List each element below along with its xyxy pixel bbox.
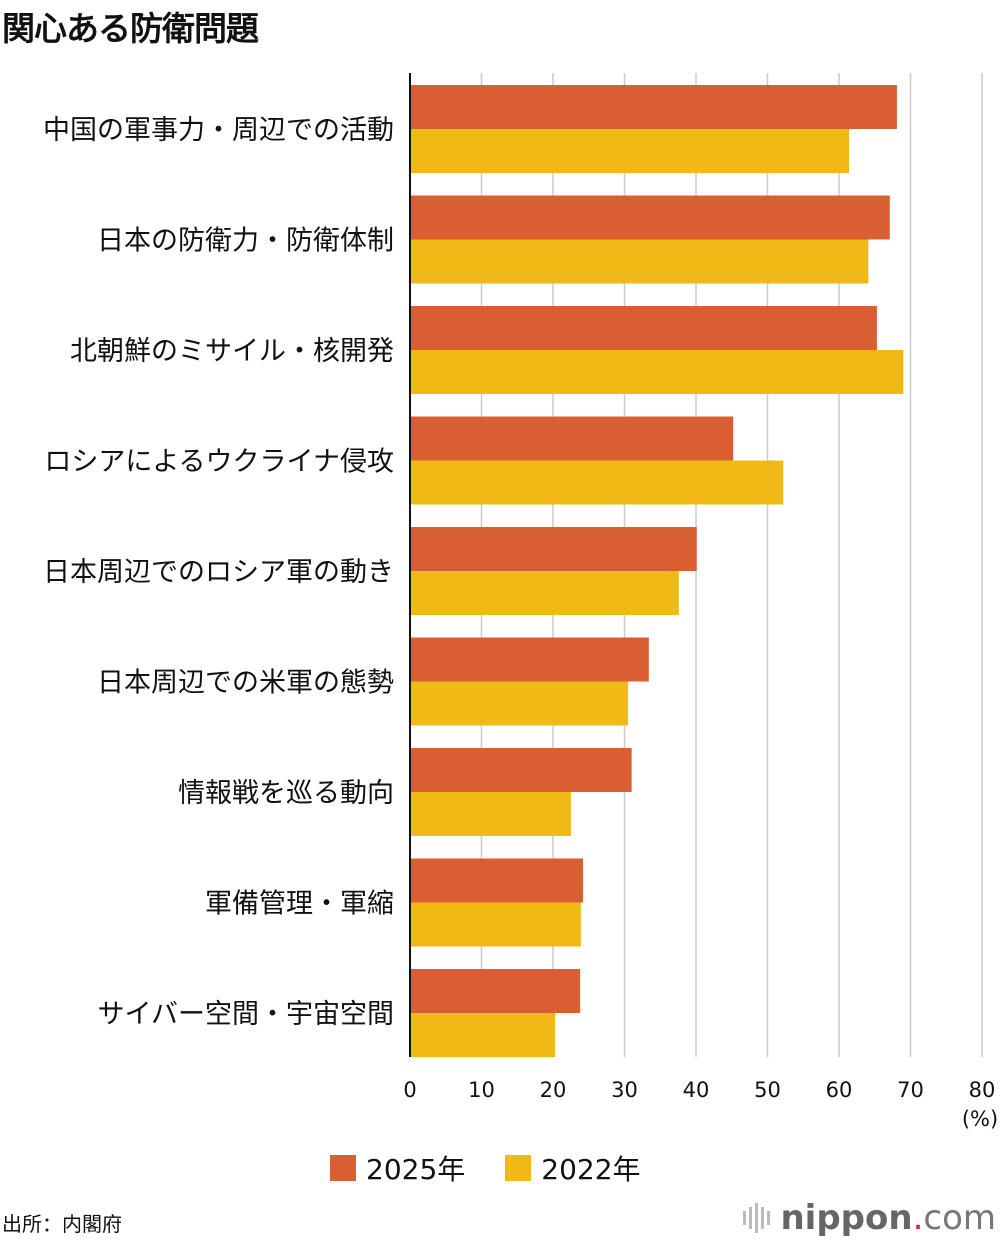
x-tick-label: 10 <box>468 1078 495 1102</box>
bar-2022 <box>410 792 571 836</box>
x-tick-label: 60 <box>826 1078 853 1102</box>
legend-swatch-2022 <box>505 1155 532 1181</box>
legend-item-2025: 2025年 <box>330 1148 465 1188</box>
x-tick-label: 80 <box>969 1078 996 1102</box>
bar-2025 <box>410 195 890 240</box>
x-axis-unit: (%) <box>962 1107 998 1131</box>
bar-2025 <box>410 85 897 129</box>
bar-2022 <box>410 1013 556 1057</box>
legend-label-2025: 2025年 <box>366 1153 466 1186</box>
x-tick-label: 40 <box>683 1078 710 1102</box>
chart-title: 関心ある防衛問題 <box>2 9 259 48</box>
bar-2025 <box>410 748 632 792</box>
bar-2022 <box>410 902 581 947</box>
category-label: 情報戦を巡る動向 <box>178 778 394 809</box>
x-tick-label: 20 <box>540 1078 567 1102</box>
legend-item-2022: 2022年 <box>505 1148 641 1188</box>
legend-label-2022: 2022年 <box>541 1153 641 1186</box>
bar-2025 <box>410 969 581 1013</box>
bar-2025 <box>410 858 584 903</box>
category-label: ロシアによるウクライナ侵攻 <box>44 447 394 478</box>
bar-2022 <box>410 571 679 615</box>
category-label: 軍備管理・軍縮 <box>205 889 394 920</box>
bar-2025 <box>410 527 697 571</box>
category-label: 日本の防衛力・防衛体制 <box>97 226 394 257</box>
bar-chart: 0 10 20 30 40 50 60 70 80 (%) 中国の軍事力・周辺での活動日本の防衛力・… <box>43 73 998 1131</box>
bar-2025 <box>410 416 734 461</box>
logo-bars-icon <box>743 1203 771 1233</box>
bar-2025 <box>410 637 649 682</box>
category-label: 北朝鮮のミサイル・核開発 <box>70 336 394 367</box>
source-note: 出所：内閣府 <box>2 1212 122 1236</box>
legend-swatch-2025 <box>330 1155 356 1181</box>
x-tick-label: 30 <box>611 1078 638 1102</box>
x-tick-label: 50 <box>754 1078 781 1102</box>
bar-2022 <box>410 460 784 505</box>
bar-2022 <box>410 129 850 173</box>
category-label: 日本周辺での米軍の態勢 <box>97 668 394 699</box>
bar-2022 <box>410 350 904 394</box>
category-label: サイバー空間・宇宙空間 <box>98 999 394 1030</box>
bar-2022 <box>410 681 629 726</box>
bar-2022 <box>410 239 869 284</box>
legend: 2025年 2022年 <box>330 1148 641 1188</box>
category-label: 中国の軍事力・周辺での活動 <box>43 115 394 146</box>
bar-2025 <box>410 306 877 350</box>
nippon-logo: nippon. com <box>743 1198 996 1238</box>
x-tick-label: 0 <box>403 1078 416 1102</box>
x-tick-label: 70 <box>897 1078 924 1102</box>
category-label: 日本周辺でのロシア軍の動き <box>43 557 394 588</box>
